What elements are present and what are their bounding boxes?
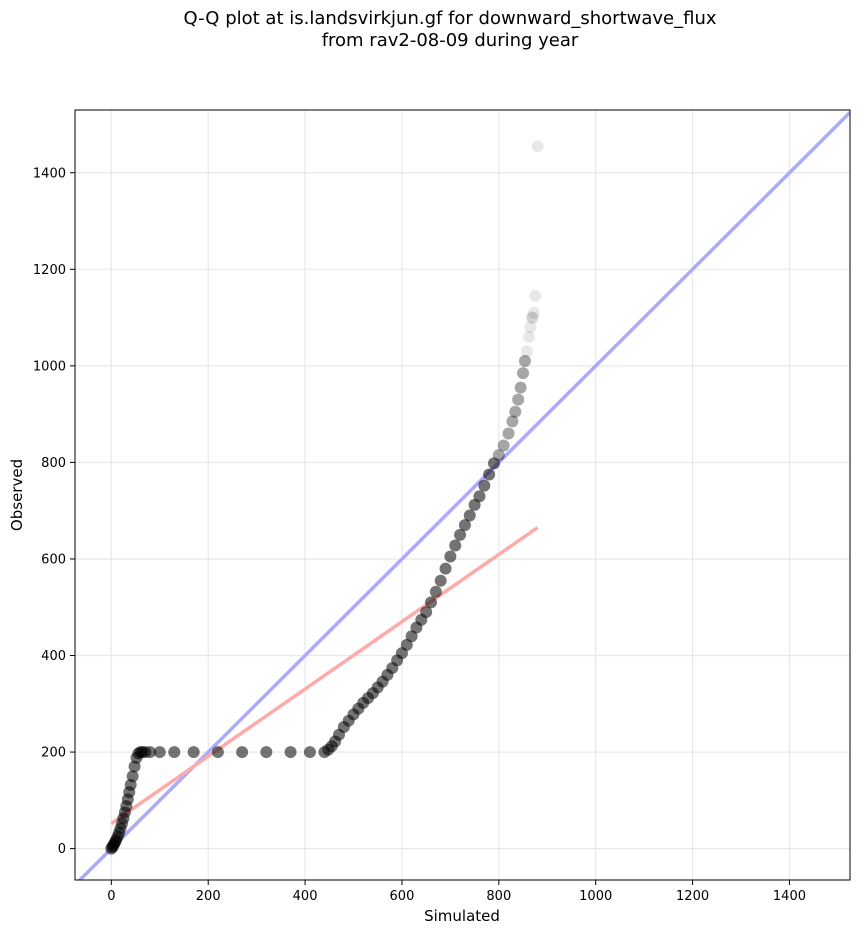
x-tick-label: 1000 <box>579 889 612 904</box>
qq-point <box>144 746 157 759</box>
qq-point <box>512 393 525 406</box>
qq-point <box>434 574 447 587</box>
qq-point <box>520 345 533 358</box>
x-tick-label: 1400 <box>773 889 806 904</box>
qq-point <box>483 468 496 481</box>
qq-point <box>439 562 452 575</box>
y-tick-label: 200 <box>41 746 66 761</box>
qq-point <box>211 746 224 759</box>
chart-title: Q-Q plot at is.landsvirkjun.gf for downw… <box>0 8 860 52</box>
y-tick-label: 800 <box>41 456 66 471</box>
x-tick-label: 0 <box>107 889 115 904</box>
y-tick-label: 1400 <box>33 166 66 181</box>
qq-point <box>502 427 515 440</box>
x-tick-label: 200 <box>196 889 221 904</box>
qq-point <box>425 596 438 609</box>
y-tick-label: 600 <box>41 552 66 567</box>
x-tick-label: 600 <box>390 889 415 904</box>
x-axis-label: Simulated <box>424 907 500 925</box>
qq-point <box>524 321 537 334</box>
axis-ticks: 0 200 400 600 800 1000 1200 1400 0 200 400 600 800 10… <box>33 166 806 904</box>
identity-line <box>77 111 850 880</box>
qq-point <box>506 415 519 428</box>
y-tick-label: 0 <box>58 842 66 857</box>
qq-point <box>429 585 442 598</box>
qq-point <box>514 381 527 394</box>
qq-point <box>478 479 491 492</box>
qq-point <box>303 746 316 759</box>
qq-point <box>153 746 166 759</box>
y-tick-label: 1000 <box>33 359 66 374</box>
chart-title-line-2: from rav2-08-09 during year <box>321 30 579 51</box>
y-tick-label: 400 <box>41 649 66 664</box>
qq-point <box>284 746 297 759</box>
y-tick-label: 1200 <box>33 263 66 278</box>
y-axis-label: Observed <box>8 459 26 531</box>
plot-frame <box>74 109 851 881</box>
qq-point <box>449 539 462 552</box>
qq-point <box>527 306 540 319</box>
data-points <box>105 140 544 855</box>
chart-title-line-1: Q-Q plot at is.landsvirkjun.gf for downw… <box>183 8 717 29</box>
qq-point <box>444 550 457 563</box>
qq-point <box>458 519 471 532</box>
qq-point <box>420 606 433 619</box>
x-tick-label: 400 <box>293 889 318 904</box>
qq-point <box>168 746 181 759</box>
qq-point <box>529 289 542 302</box>
grid <box>75 110 850 880</box>
qq-point <box>497 439 510 452</box>
qq-point <box>236 746 249 759</box>
qq-point <box>517 367 530 380</box>
qq-point <box>525 311 538 324</box>
qq-point <box>454 528 467 541</box>
qq-point <box>522 330 535 343</box>
qq-point <box>509 405 522 418</box>
qq-point <box>518 355 531 368</box>
qq-point <box>473 490 486 503</box>
reference-lines <box>77 111 850 880</box>
qq-point <box>126 770 139 783</box>
qq-point <box>526 311 539 324</box>
qq-point <box>531 140 544 153</box>
qq-point <box>463 509 476 522</box>
regression-line <box>110 526 539 825</box>
qq-point <box>492 449 505 462</box>
qq-point <box>260 746 273 759</box>
x-tick-label: 1200 <box>676 889 709 904</box>
x-tick-label: 800 <box>486 889 511 904</box>
qq-point <box>487 457 500 470</box>
qq-point <box>187 746 200 759</box>
